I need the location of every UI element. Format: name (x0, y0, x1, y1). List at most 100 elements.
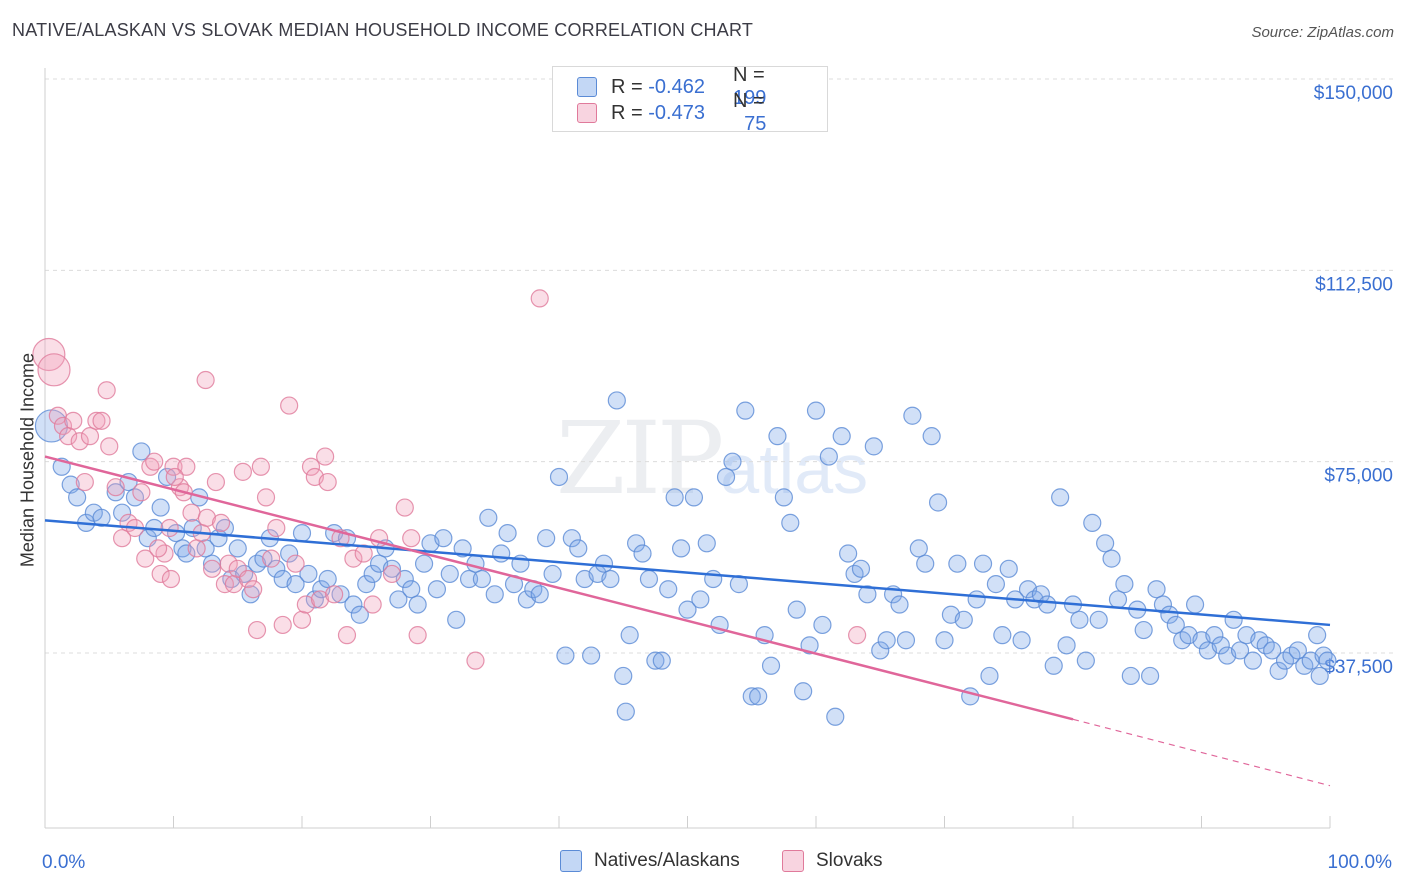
point-slovaks (395, 498, 414, 517)
point-slovaks (37, 353, 71, 387)
point-slovaks (233, 462, 252, 481)
point-slovaks (530, 289, 549, 308)
point-natives (922, 427, 941, 446)
x-axis-max-label: 100.0% (1327, 852, 1392, 873)
bottom-legend-label-slovaks: Slovaks (816, 850, 883, 871)
point-slovaks (160, 518, 179, 538)
point-slovaks (280, 396, 299, 415)
point-natives (903, 406, 922, 425)
point-natives (1031, 585, 1050, 604)
point-natives (1115, 575, 1134, 594)
point-natives (177, 544, 196, 563)
point-natives (1134, 620, 1153, 640)
point-natives (447, 610, 466, 629)
point-natives (92, 508, 111, 527)
point-natives (440, 564, 459, 584)
source-label: Source: ZipAtlas.com (1251, 24, 1394, 41)
point-natives (414, 554, 434, 573)
point-natives (485, 585, 504, 604)
point-natives (1318, 651, 1337, 670)
point-natives (1102, 549, 1121, 568)
point-slovaks (87, 411, 106, 430)
point-natives (1051, 488, 1070, 507)
point-natives (318, 569, 337, 589)
point-natives (112, 503, 132, 522)
point-natives (633, 544, 652, 563)
point-natives (896, 631, 916, 650)
point-natives (280, 544, 299, 563)
point-natives (639, 569, 659, 589)
point-slovaks (187, 539, 206, 558)
point-natives (228, 539, 247, 558)
point-natives (935, 631, 954, 650)
bottom-legend-label-natives: Natives/Alaskans (594, 850, 740, 871)
y-axis-label: Median Household Income (17, 352, 38, 568)
point-natives (1310, 666, 1329, 686)
point-natives (1083, 513, 1102, 532)
legend-row-slovaks: R = -0.473 N = 75 (577, 90, 803, 135)
point-natives (1185, 595, 1205, 614)
trendline-natives (44, 519, 1331, 627)
point-natives (1243, 651, 1263, 670)
trendline-slovaks (44, 455, 1074, 721)
point-natives (1044, 656, 1063, 675)
point-natives (305, 590, 324, 609)
point-natives (616, 702, 635, 721)
point-slovaks (267, 518, 286, 538)
point-natives (254, 549, 273, 568)
point-natives (344, 595, 363, 614)
y-tick-label: $150,000 (1314, 83, 1393, 104)
watermark: ZIPatlas (556, 400, 868, 517)
point-natives (652, 651, 671, 670)
point-natives (1224, 610, 1243, 629)
point-slovaks (148, 539, 168, 558)
point-slovaks (197, 508, 217, 527)
point-natives (742, 687, 761, 706)
point-slovaks (244, 580, 263, 599)
point-natives (1012, 631, 1031, 650)
point-natives (1288, 641, 1307, 660)
point-slovaks (301, 457, 321, 476)
legend-n-label: N = (733, 64, 765, 86)
point-natives (774, 488, 793, 507)
point-natives (659, 580, 678, 599)
point-slovaks (206, 472, 226, 492)
trendline-slovaks-extension (1072, 718, 1331, 787)
legend-n-slovaks: N = 75 (733, 90, 803, 136)
point-natives (286, 575, 305, 594)
point-natives (839, 544, 858, 563)
point-slovaks (151, 564, 170, 584)
point-natives (601, 569, 620, 589)
point-natives (871, 641, 890, 660)
point-natives (877, 631, 896, 650)
point-slovaks (132, 483, 151, 502)
point-natives (909, 539, 928, 558)
point-slovaks (286, 554, 305, 573)
point-natives (980, 666, 999, 686)
point-slovaks (402, 529, 421, 548)
point-natives (466, 554, 485, 573)
point-natives (389, 590, 408, 609)
chart-title: NATIVE/ALASKAN VS SLOVAK MEDIAN HOUSEHOL… (12, 20, 754, 40)
y-tick-label: $75,000 (1324, 466, 1393, 487)
point-natives (794, 682, 813, 701)
point-natives (157, 467, 177, 487)
point-natives (299, 564, 318, 584)
point-natives (948, 554, 967, 573)
point-natives (858, 585, 877, 604)
point-natives (459, 569, 479, 589)
point-natives (267, 559, 286, 578)
point-natives (594, 554, 614, 573)
point-natives (106, 483, 125, 502)
legend: R = -0.462 N = 199 R = -0.473 N = 75 (552, 64, 828, 135)
point-natives (716, 467, 736, 487)
point-slovaks (145, 452, 164, 471)
point-natives (68, 488, 87, 507)
point-slovaks (106, 478, 125, 497)
point-natives (954, 610, 973, 629)
legend-row-natives: R = -0.462 N = 199 (577, 64, 803, 109)
bottom-legend-swatch-slovaks (782, 850, 804, 872)
legend-swatch-slovaks (577, 103, 597, 123)
point-slovaks (354, 544, 373, 563)
point-slovaks (273, 615, 292, 635)
